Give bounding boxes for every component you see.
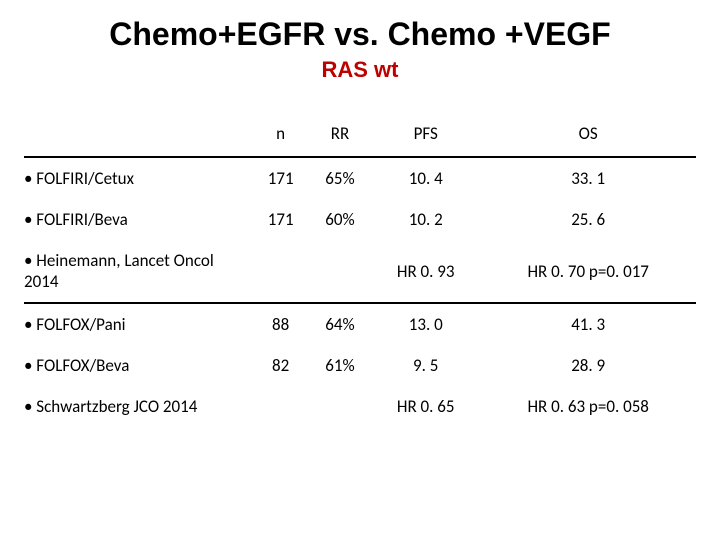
table-row-reference: • Schwartzberg JCO 2014 HR 0. 65 HR 0. 6… (24, 386, 696, 427)
cell-empty (252, 386, 308, 427)
cell-reference: • Schwartzberg JCO 2014 (24, 386, 252, 427)
cell-reference: • Heinemann, Lancet Oncol 2014 (24, 240, 252, 303)
table-row: • FOLFIRI/Cetux 171 65% 10. 4 33. 1 (24, 157, 696, 199)
cell-n: 171 (252, 157, 308, 199)
cell-pfs: 13. 0 (371, 303, 480, 345)
table-row: • FOLFOX/Pani 88 64% 13. 0 41. 3 (24, 303, 696, 345)
cell-rr: 60% (309, 199, 371, 240)
slide: Chemo+EGFR vs. Chemo +VEGF RAS wt n RR P… (0, 0, 720, 540)
col-rr: RR (309, 115, 371, 157)
cell-rr: 65% (309, 157, 371, 199)
cell-pfs: 10. 4 (371, 157, 480, 199)
cell-hr-pfs: HR 0. 93 (371, 240, 480, 303)
cell-label: • FOLFIRI/Beva (24, 199, 252, 240)
table-row: • FOLFOX/Beva 82 61% 9. 5 28. 9 (24, 345, 696, 386)
cell-n: 88 (252, 303, 308, 345)
cell-rr: 64% (309, 303, 371, 345)
col-label (24, 115, 252, 157)
slide-subtitle: RAS wt (24, 57, 696, 83)
cell-empty (309, 240, 371, 303)
cell-empty (252, 240, 308, 303)
cell-os: 41. 3 (480, 303, 696, 345)
slide-title: Chemo+EGFR vs. Chemo +VEGF (24, 16, 696, 53)
col-pfs: PFS (371, 115, 480, 157)
col-os: OS (480, 115, 696, 157)
cell-os: 28. 9 (480, 345, 696, 386)
cell-hr-os: HR 0. 70 p=0. 017 (480, 240, 696, 303)
col-n: n (252, 115, 308, 157)
cell-n: 82 (252, 345, 308, 386)
cell-rr: 61% (309, 345, 371, 386)
cell-label: • FOLFIRI/Cetux (24, 157, 252, 199)
cell-hr-pfs: HR 0. 65 (371, 386, 480, 427)
cell-label: • FOLFOX/Pani (24, 303, 252, 345)
cell-label: • FOLFOX/Beva (24, 345, 252, 386)
table-row: • FOLFIRI/Beva 171 60% 10. 2 25. 6 (24, 199, 696, 240)
cell-empty (309, 386, 371, 427)
cell-os: 33. 1 (480, 157, 696, 199)
cell-pfs: 10. 2 (371, 199, 480, 240)
cell-hr-os: HR 0. 63 p=0. 058 (480, 386, 696, 427)
table-header-row: n RR PFS OS (24, 115, 696, 157)
table-row-reference: • Heinemann, Lancet Oncol 2014 HR 0. 93 … (24, 240, 696, 303)
comparison-table: n RR PFS OS • FOLFIRI/Cetux 171 65% 10. … (24, 115, 696, 427)
cell-os: 25. 6 (480, 199, 696, 240)
cell-pfs: 9. 5 (371, 345, 480, 386)
cell-n: 171 (252, 199, 308, 240)
